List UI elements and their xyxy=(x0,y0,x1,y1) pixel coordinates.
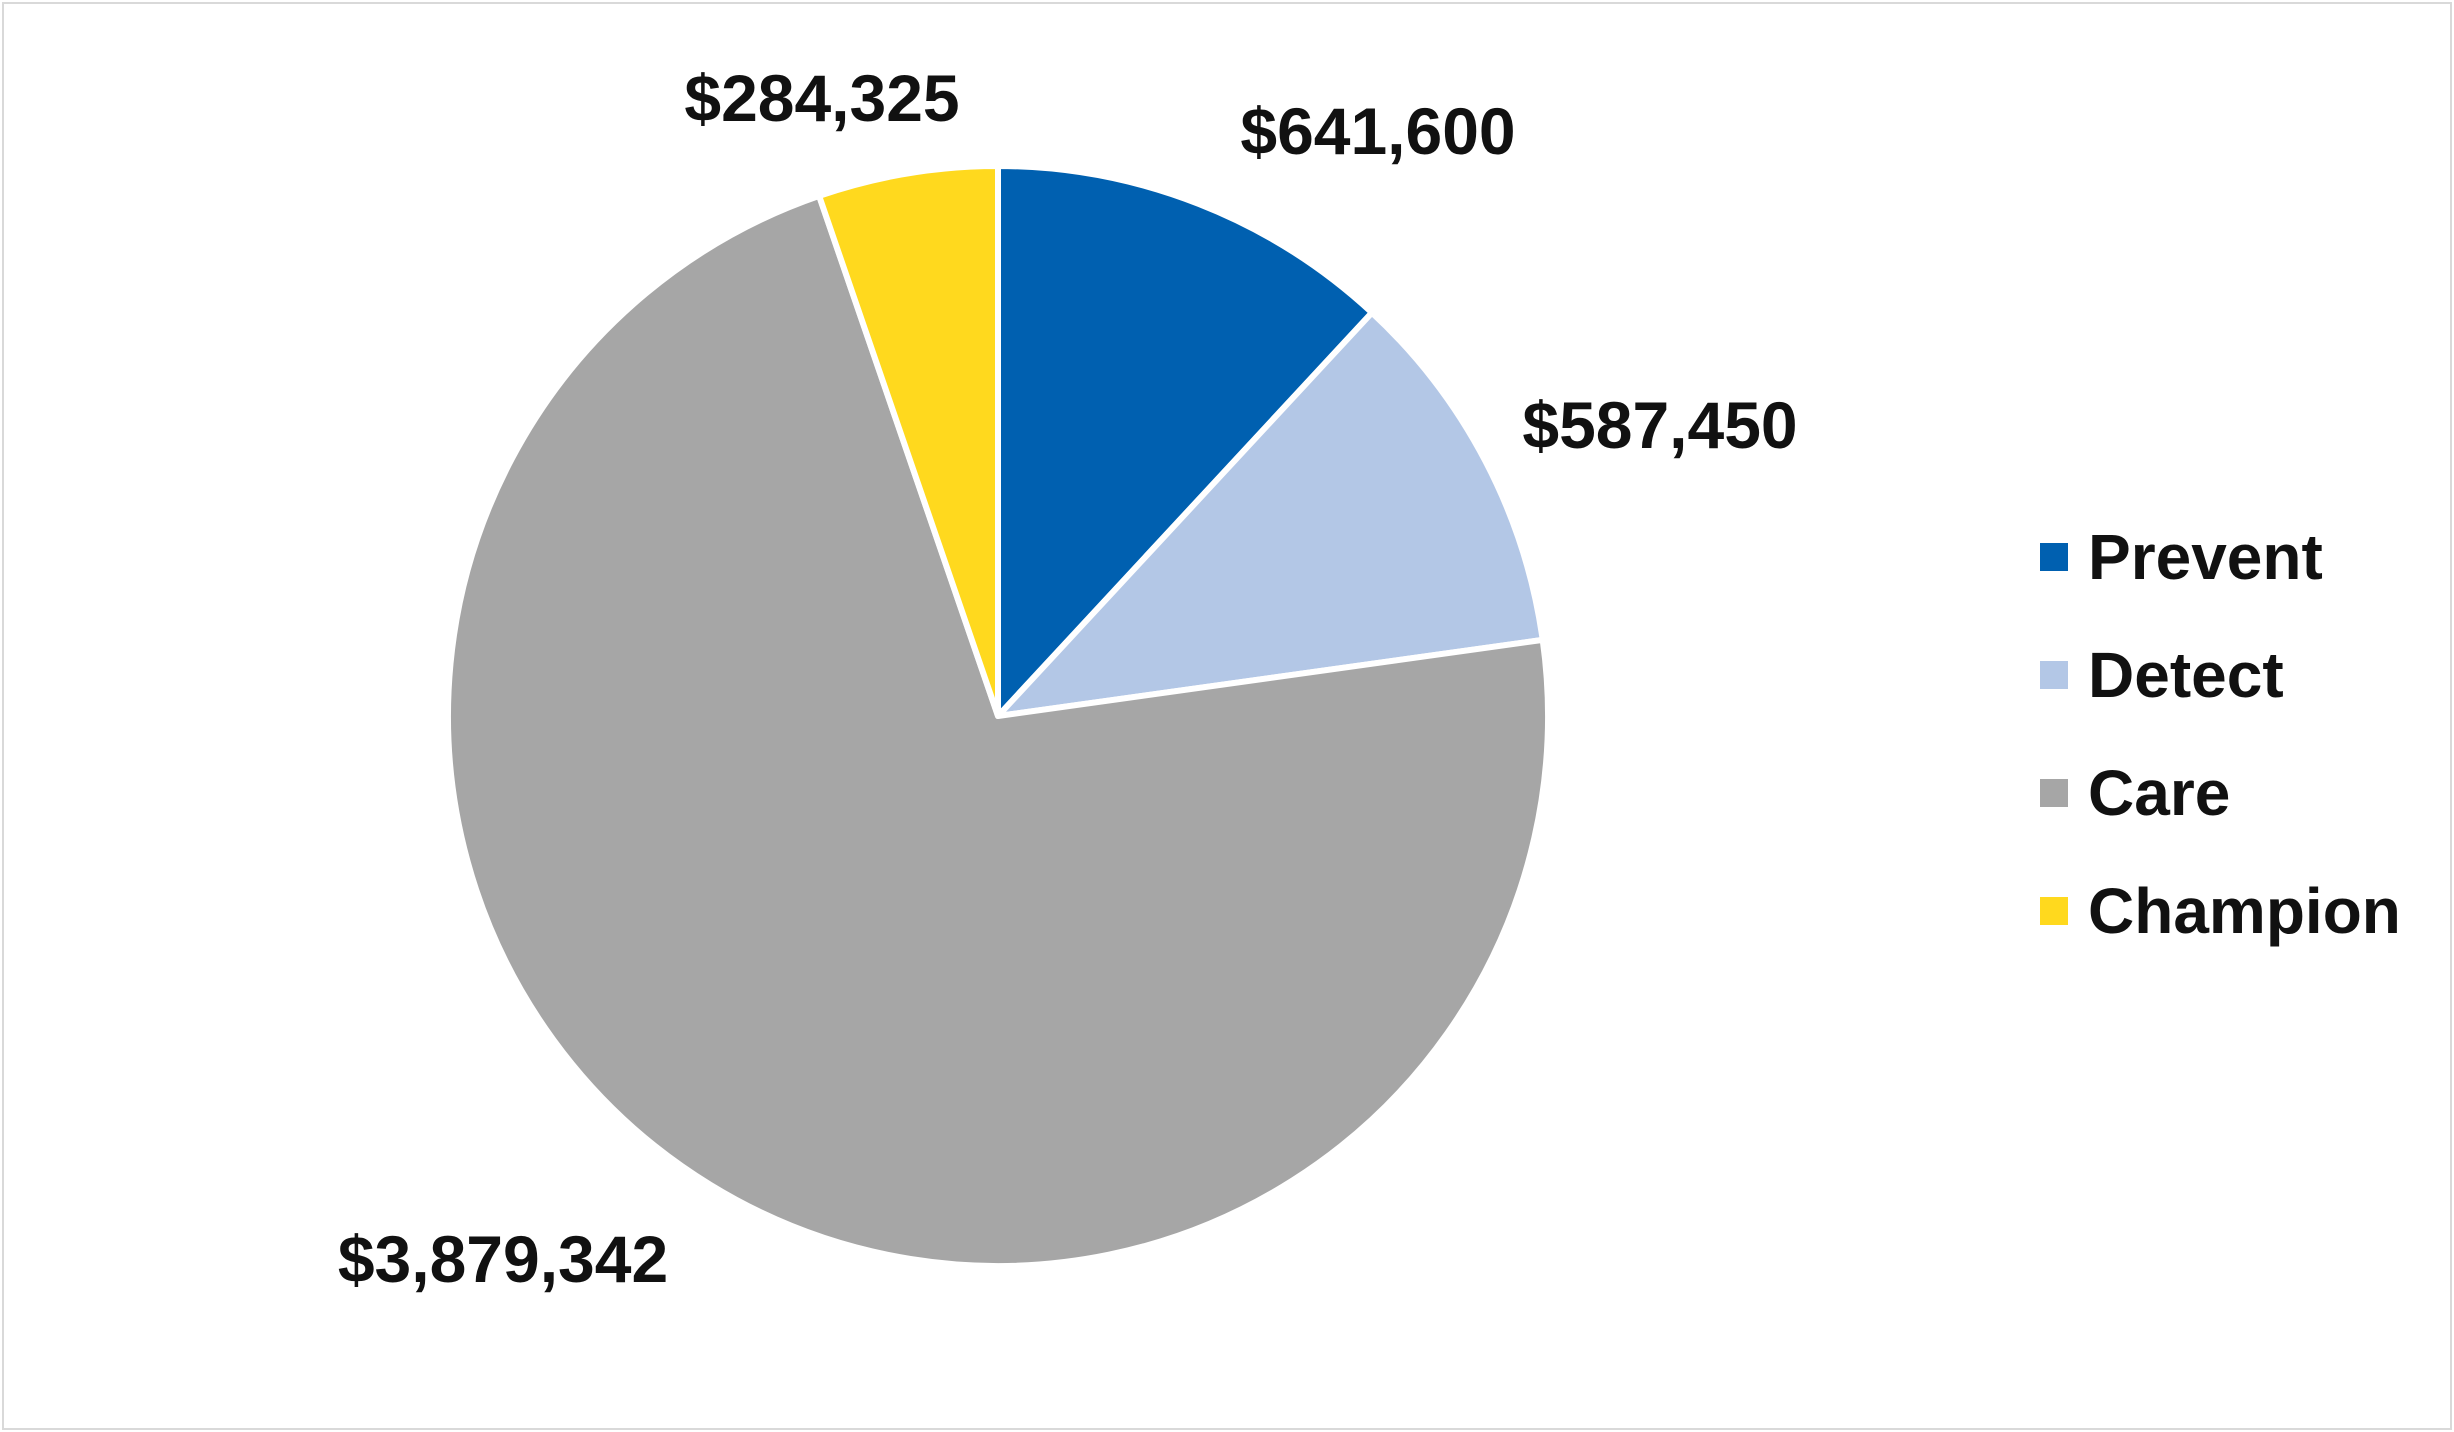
legend-label-prevent: Prevent xyxy=(2088,521,2323,593)
legend-swatch-champion xyxy=(2040,897,2068,925)
legend-label-detect: Detect xyxy=(2088,639,2284,711)
pie-slices xyxy=(445,163,1551,1269)
legend-swatch-detect xyxy=(2040,661,2068,689)
pie-slice-care xyxy=(445,192,1551,1269)
data-label-prevent: $641,600 xyxy=(1240,94,1515,168)
pie-slice-prevent xyxy=(995,163,1375,719)
pie-slice-detect xyxy=(995,309,1546,719)
legend-label-care: Care xyxy=(2088,757,2231,829)
legend: Prevent Detect Care Champion xyxy=(2040,498,2401,970)
legend-item-prevent: Prevent xyxy=(2040,498,2401,616)
legend-swatch-care xyxy=(2040,779,2068,807)
data-label-care: $3,879,342 xyxy=(338,1222,668,1296)
legend-item-champion: Champion xyxy=(2040,852,2401,970)
legend-label-champion: Champion xyxy=(2088,875,2401,947)
legend-item-detect: Detect xyxy=(2040,616,2401,734)
data-label-champion: $284,325 xyxy=(684,61,959,135)
legend-swatch-prevent xyxy=(2040,543,2068,571)
pie-slice-champion xyxy=(816,163,1001,719)
data-label-detect: $587,450 xyxy=(1522,388,1797,462)
pie-data-labels: $641,600 $587,450 $3,879,342 $284,325 xyxy=(338,61,1798,1296)
legend-item-care: Care xyxy=(2040,734,2401,852)
